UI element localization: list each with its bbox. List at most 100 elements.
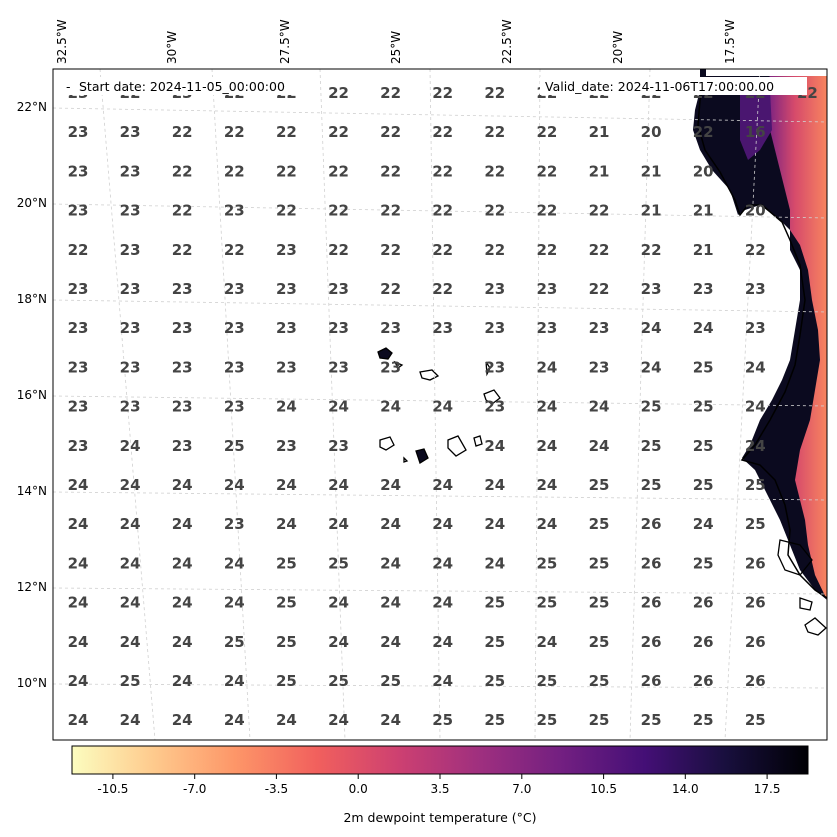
grid-value-r9-c1: 24 (120, 437, 141, 455)
lon-label-22-5w: 22.5°W (500, 19, 514, 64)
grid-value-r12-c1: 24 (120, 554, 141, 572)
warm-patch (740, 90, 772, 160)
grid-value-r6-c10: 23 (589, 319, 610, 337)
grid-value-r9-c2: 23 (172, 437, 193, 455)
colorbar-tick-label-6: 10.5 (590, 782, 617, 796)
grid-value-r16-c5: 24 (328, 711, 349, 729)
colorbar (71, 745, 809, 775)
grid-value-r13-c12: 26 (693, 594, 714, 612)
grid-value-r1-c9: 22 (536, 123, 557, 141)
valid-date-text: Valid_date: 2024-11-06T17:00:00.00 (545, 79, 774, 94)
grid-value-r15-c9: 25 (536, 672, 557, 690)
grid-value-r0-c5: 22 (328, 84, 349, 102)
grid-value-r4-c5: 22 (328, 241, 349, 259)
grid-value-r16-c12: 25 (693, 711, 714, 729)
lat-label-14n: 14°N (17, 484, 47, 498)
grid-value-r10-c6: 24 (380, 476, 401, 494)
grid-value-r14-c8: 25 (484, 633, 505, 651)
grid-value-r3-c13: 20 (745, 202, 766, 220)
grid-value-r16-c2: 24 (172, 711, 193, 729)
grid-value-r12-c12: 25 (693, 554, 714, 572)
grid-value-r7-c5: 23 (328, 358, 349, 376)
lat-label-12n: 12°N (17, 580, 47, 594)
grid-value-r3-c11: 21 (641, 202, 662, 220)
lon-label-27-5w: 27.5°W (278, 19, 292, 64)
valid-date-box-top (706, 69, 827, 76)
grid-value-r15-c10: 25 (589, 672, 610, 690)
grid-value-r1-c6: 22 (380, 123, 401, 141)
grid-value-r14-c12: 26 (693, 633, 714, 651)
grid-value-r15-c12: 26 (693, 672, 714, 690)
colorbar-tick-label-7: 14.0 (672, 782, 699, 796)
grid-value-r15-c0: 24 (68, 672, 89, 690)
grid-value-r0-c8: 22 (484, 84, 505, 102)
grid-value-r5-c13: 23 (745, 280, 766, 298)
grid-value-r1-c11: 20 (641, 123, 662, 141)
grid-value-r14-c10: 25 (589, 633, 610, 651)
grid-value-r6-c13: 23 (745, 319, 766, 337)
grid-value-r8-c8: 23 (484, 398, 505, 416)
grid-value-r13-c6: 24 (380, 594, 401, 612)
grid-value-r16-c7: 25 (432, 711, 453, 729)
grid-value-r11-c12: 24 (693, 515, 714, 533)
grid-value-r16-c11: 25 (641, 711, 662, 729)
grid-value-r12-c10: 25 (589, 554, 610, 572)
start-date-text: Start date: 2024-11-05_00:00:00 (79, 79, 285, 94)
start-date-box (58, 77, 318, 95)
grid-value-r8-c7: 24 (432, 398, 453, 416)
grid-value-r7-c11: 24 (641, 358, 662, 376)
grid-value-r10-c4: 24 (276, 476, 297, 494)
grid-value-r4-c13: 22 (745, 241, 766, 259)
grid-value-r14-c7: 24 (432, 633, 453, 651)
grid-value-r11-c11: 26 (641, 515, 662, 533)
grid-value-r5-c4: 23 (276, 280, 297, 298)
grid-value-r5-c6: 22 (380, 280, 401, 298)
grid-values: 2322232222222222222222222222220232322222… (68, 84, 818, 729)
grid-value-r14-c0: 24 (68, 633, 89, 651)
grid-value-r12-c7: 24 (432, 554, 453, 572)
grid-value-r10-c8: 24 (484, 476, 505, 494)
grid-value-r16-c6: 24 (380, 711, 401, 729)
grid-value-r4-c10: 22 (589, 241, 610, 259)
grid-value-r3-c7: 22 (432, 202, 453, 220)
grid-value-r15-c2: 24 (172, 672, 193, 690)
grid-value-r3-c1: 23 (120, 202, 141, 220)
grid-value-r13-c9: 25 (536, 594, 557, 612)
grid-value-r7-c10: 23 (589, 358, 610, 376)
grid-value-r1-c2: 22 (172, 123, 193, 141)
grid-value-r11-c5: 24 (328, 515, 349, 533)
grid-value-r16-c0: 24 (68, 711, 89, 729)
grid-value-r13-c13: 26 (745, 594, 766, 612)
lon-label-30w: 30°W (165, 31, 179, 64)
latitude-labels: 22°N 20°N 18°N 16°N 14°N 12°N 10°N (17, 100, 47, 690)
grid-value-r13-c2: 24 (172, 594, 193, 612)
grid-value-r12-c2: 24 (172, 554, 193, 572)
grid-value-r10-c3: 24 (224, 476, 245, 494)
grid-value-r12-c3: 24 (224, 554, 245, 572)
grid-value-r3-c6: 22 (380, 202, 401, 220)
grid-value-r14-c9: 24 (536, 633, 557, 651)
grid-value-r3-c5: 22 (328, 202, 349, 220)
grid-value-r6-c11: 24 (641, 319, 662, 337)
grid-value-r2-c10: 21 (589, 162, 610, 180)
grid-value-r13-c0: 24 (68, 594, 89, 612)
grid-value-r12-c9: 25 (536, 554, 557, 572)
grid-value-r14-c4: 25 (276, 633, 297, 651)
grid-value-r16-c10: 25 (589, 711, 610, 729)
grid-value-r12-c0: 24 (68, 554, 89, 572)
grid-value-r13-c1: 24 (120, 594, 141, 612)
grid-value-r15-c5: 25 (328, 672, 349, 690)
grid-value-r14-c13: 26 (745, 633, 766, 651)
grid-value-r5-c9: 23 (536, 280, 557, 298)
grid-value-r15-c7: 24 (432, 672, 453, 690)
grid-value-r6-c2: 23 (172, 319, 193, 337)
grid-value-r11-c10: 25 (589, 515, 610, 533)
grid-value-r5-c5: 23 (328, 280, 349, 298)
lon-label-25w: 25°W (389, 31, 403, 64)
grid-value-r3-c0: 23 (68, 202, 89, 220)
grid-value-r12-c11: 26 (641, 554, 662, 572)
grid-value-r7-c6: 23 (380, 358, 401, 376)
grid-value-r6-c8: 23 (484, 319, 505, 337)
grid-value-r16-c1: 24 (120, 711, 141, 729)
grid-value-r3-c4: 22 (276, 202, 297, 220)
